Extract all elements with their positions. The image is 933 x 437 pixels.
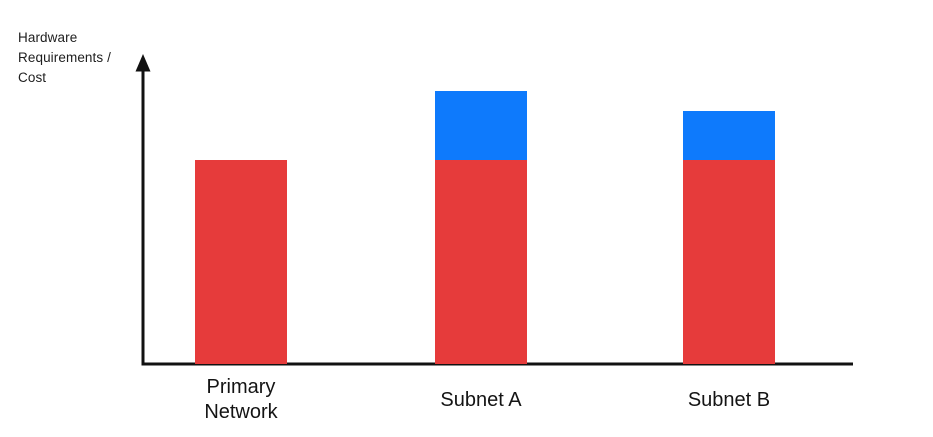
bar-segment-subnet-overhead-cost-subnet-a [435,91,527,160]
y-axis-title: Hardware Requirements / Cost [18,28,111,88]
y-axis-title-line-3: Cost [18,70,47,85]
x-axis-label-subnet-b: Subnet B [629,375,829,425]
x-axis-label-subnet-a: Subnet A [381,375,581,425]
y-axis-title-line-1: Hardware [18,30,78,45]
y-axis-title-line-2: Requirements / [18,50,111,65]
x-axis-label-text: Primary Network [204,376,278,423]
bar-segment-base-network-cost-primary-network [195,160,287,364]
bar-segment-base-network-cost-subnet-b [683,160,775,364]
bar-segment-base-network-cost-subnet-a [435,160,527,364]
bar-primary-network [195,160,287,364]
y-axis-arrowhead-icon [135,54,151,72]
bar-subnet-b [683,111,775,364]
x-axis-label-primary-network: Primary Network [141,375,341,425]
bar-segment-subnet-overhead-cost-subnet-b [683,111,775,160]
x-axis-label-text: Subnet B [687,388,771,411]
bar-subnet-a [435,91,527,364]
x-axis-label-text: Subnet A [440,388,522,411]
